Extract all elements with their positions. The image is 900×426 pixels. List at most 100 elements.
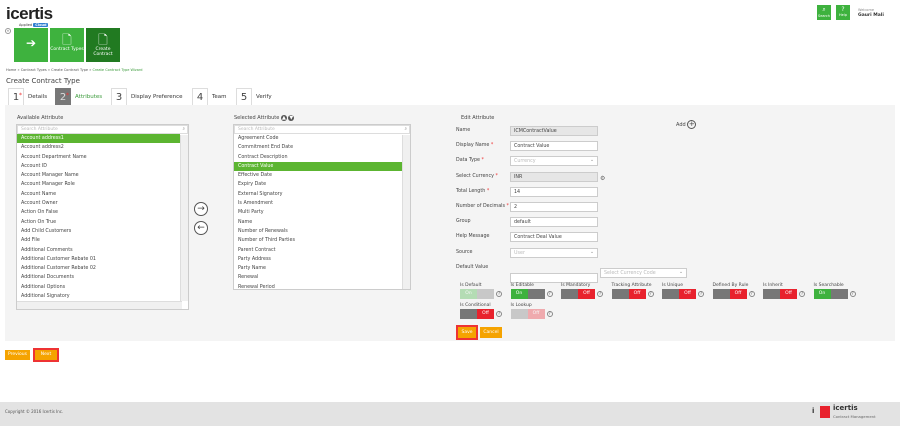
help-icon[interactable]: ? <box>546 311 553 317</box>
list-item[interactable]: Account ID <box>21 163 48 169</box>
horizontal-scrollbar[interactable] <box>17 301 182 309</box>
move-right-button[interactable]: → <box>194 202 208 216</box>
selected-search-input[interactable]: Search Attribute ⌕ <box>234 125 410 134</box>
list-item[interactable]: Account address1 <box>17 134 180 144</box>
list-item[interactable]: Parent Contract <box>238 247 276 253</box>
list-item[interactable]: Additional Customer Rebate 01 <box>21 256 96 262</box>
contract-types-button[interactable]: 🗋 Contract Types <box>50 28 84 62</box>
step-display-preference[interactable]: 3 Display Preference <box>111 88 183 106</box>
toggle-switch[interactable]: On <box>813 289 848 299</box>
toggle-switch[interactable]: Off <box>460 309 494 319</box>
list-item[interactable]: Account Manager Name <box>21 173 79 179</box>
list-item[interactable]: Action On False <box>21 210 58 216</box>
display-name-input[interactable]: Contract Value <box>510 141 598 152</box>
toggle-is-default[interactable]: Is Default On? <box>460 283 502 299</box>
list-item[interactable]: Contract Description <box>238 154 288 160</box>
list-item[interactable]: Additional Documents <box>21 275 74 281</box>
toggle-switch[interactable]: Off <box>662 289 696 299</box>
breadcrumb-home[interactable]: Home <box>6 68 17 72</box>
list-item[interactable]: Party Address <box>238 256 271 262</box>
list-item[interactable]: Additional Options <box>21 284 66 290</box>
list-item[interactable]: Multi Party <box>238 210 264 216</box>
back-button[interactable]: ➔ <box>14 28 48 62</box>
list-item[interactable]: Account Name <box>21 191 57 197</box>
toggle-switch[interactable]: Off <box>611 289 646 299</box>
help-message-input[interactable]: Contract Deal Value <box>510 232 598 243</box>
group-input[interactable]: default <box>510 217 598 228</box>
list-item[interactable]: External Signatory <box>238 191 283 197</box>
list-item[interactable]: Expiry Date <box>238 182 267 188</box>
toggle-is-lookup[interactable]: Is Lookup Off? <box>510 303 553 319</box>
step-team[interactable]: 4 Team <box>192 88 227 106</box>
selected-attribute-list[interactable]: Search Attribute ⌕ Agreement Code Commitme… <box>233 124 411 290</box>
list-item[interactable]: Account Owner <box>21 201 58 207</box>
previous-button[interactable]: Previous <box>5 350 30 360</box>
search-button[interactable]: ⌕ Search <box>817 5 831 20</box>
move-up-icon[interactable]: ▲ <box>280 115 287 121</box>
list-item[interactable]: Commitment End Date <box>238 145 294 151</box>
toggle-switch[interactable]: Off <box>712 289 747 299</box>
list-item[interactable]: Additional Customer Rebate 02 <box>21 266 96 272</box>
list-item[interactable]: Renewal Period <box>238 284 275 290</box>
list-item[interactable]: Add File <box>21 238 40 244</box>
toggle-is-conditional[interactable]: Is Conditional Off? <box>460 303 502 319</box>
save-button[interactable]: Save <box>456 325 478 340</box>
toggle-is-unique[interactable]: Is Unique Off? <box>662 283 704 299</box>
toggle-is-editable[interactable]: Is Editable On? <box>510 283 553 299</box>
toggle-switch[interactable]: On <box>460 289 494 299</box>
step-verify[interactable]: 5 Verify <box>236 88 272 106</box>
help-icon[interactable]: ? <box>597 291 603 297</box>
create-contract-button[interactable]: 🗋 Create Contract <box>86 28 120 62</box>
info-icon[interactable]: i <box>812 407 815 415</box>
list-item[interactable]: Add Child Customers <box>21 228 72 234</box>
list-item[interactable]: Agreement Code <box>238 136 279 141</box>
next-button[interactable]: Next <box>33 348 59 362</box>
help-icon[interactable]: ? <box>849 291 856 297</box>
available-attribute-list[interactable]: Search Attribute ⌕ Account address1 Accoun… <box>16 124 189 310</box>
number-of-decimals-input[interactable]: 2 <box>510 202 598 212</box>
move-left-button[interactable]: ← <box>194 221 208 235</box>
help-icon[interactable]: ? <box>546 291 553 297</box>
list-item[interactable]: Contract Value <box>234 161 402 172</box>
step-attributes[interactable]: 2 * Attributes <box>55 88 102 106</box>
toggle-tracking-attribute[interactable]: Tracking Attribute Off? <box>611 283 654 299</box>
list-item[interactable]: Effective Date <box>238 173 272 179</box>
toggle-switch[interactable]: Off <box>561 289 595 299</box>
list-item[interactable]: Additional Comments <box>21 247 73 253</box>
total-length-input[interactable]: 14 <box>510 186 598 197</box>
available-search-input[interactable]: Search Attribute ⌕ <box>17 125 188 134</box>
default-value-input[interactable] <box>510 272 598 283</box>
toggle-switch[interactable]: On <box>510 289 545 299</box>
help-icon[interactable]: ? <box>698 291 704 297</box>
list-item[interactable]: Account address2 <box>21 145 64 151</box>
help-icon[interactable]: ? <box>647 291 654 297</box>
breadcrumb-create-contract-type[interactable]: Create Contract Type <box>51 68 89 72</box>
toggle-switch[interactable]: Off <box>763 289 797 299</box>
toggle-is-inherit[interactable]: Is Inherit Off? <box>763 283 805 299</box>
source-dropdown[interactable]: User <box>510 247 598 258</box>
breadcrumb-contract-types[interactable]: Contract Types <box>20 68 47 72</box>
help-icon[interactable]: ? <box>799 291 805 297</box>
help-icon[interactable]: ? <box>496 291 502 297</box>
collapse-icon[interactable]: « <box>5 28 11 34</box>
vertical-scrollbar[interactable] <box>180 135 188 301</box>
currency-code-dropdown[interactable]: Select Currency Code <box>600 268 687 278</box>
vertical-scrollbar[interactable] <box>402 135 410 289</box>
toggle-is-mandatory[interactable]: Is Mandatory Off? <box>561 283 603 299</box>
add-button[interactable]: Add + <box>676 120 697 129</box>
list-item[interactable]: Renewal <box>238 275 259 281</box>
cancel-button[interactable]: Cancel <box>480 327 502 338</box>
help-icon[interactable]: ? <box>496 311 502 317</box>
data-type-dropdown[interactable]: Currency <box>510 156 598 167</box>
help-button[interactable]: ? Help <box>836 5 850 20</box>
toggle-is-searchable[interactable]: Is Searchable On? <box>813 283 856 299</box>
list-item[interactable]: Name <box>238 219 253 225</box>
list-item[interactable]: Account Department Name <box>21 154 87 160</box>
help-icon[interactable]: ? <box>748 291 755 297</box>
user-name[interactable]: Gauri Mali <box>858 13 884 18</box>
list-item[interactable]: Party Name <box>238 266 266 272</box>
toggle-switch[interactable]: Off <box>510 309 545 319</box>
list-item[interactable]: Number of Third Parties <box>238 238 295 244</box>
list-item[interactable]: Is Amendment <box>238 201 273 207</box>
move-down-icon[interactable]: ▼ <box>288 115 295 121</box>
